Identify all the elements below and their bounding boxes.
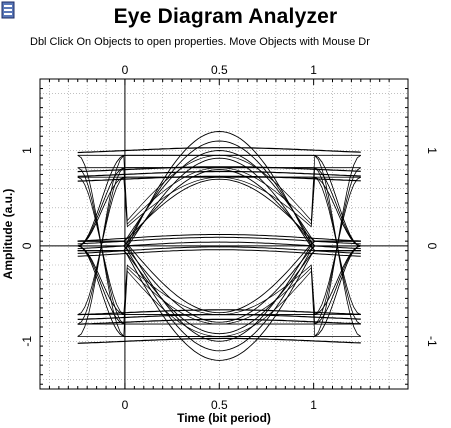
x-tick-label-bottom: 0 xyxy=(122,398,129,412)
x-tick-label-bottom: 0.5 xyxy=(211,398,228,412)
eye-trace xyxy=(77,318,361,325)
eye-trace xyxy=(77,250,361,361)
eye-trace xyxy=(77,150,361,242)
y-tick-label-left: -1 xyxy=(20,336,34,347)
eye-trace xyxy=(77,245,361,316)
eye-trace xyxy=(77,245,361,352)
document-icon xyxy=(1,1,15,19)
y-tick-label-right: -1 xyxy=(425,336,439,347)
eye-trace xyxy=(77,249,361,257)
eye-trace xyxy=(77,236,361,245)
x-axis-label: Time (bit period) xyxy=(177,411,271,425)
eye-trace xyxy=(77,167,361,247)
eye-trace xyxy=(77,245,361,325)
eye-trace xyxy=(77,240,361,342)
y-tick-label-right: 1 xyxy=(425,147,439,154)
trace-layer xyxy=(77,131,362,361)
eye-trace xyxy=(77,246,361,254)
window-title: Eye Diagram Analyzer xyxy=(113,5,338,28)
eye-trace xyxy=(77,234,361,242)
x-tick-label-bottom: 1 xyxy=(310,398,317,412)
tick-layer xyxy=(40,79,408,389)
eye-trace xyxy=(77,154,361,247)
label-layer: 0 0.5 1 0 0.5 1 1 0 -1 1 0 -1 xyxy=(20,63,439,412)
eye-trace xyxy=(77,178,361,242)
y-tick-label-right: 0 xyxy=(425,243,439,250)
x-tick-label-top: 0 xyxy=(122,63,129,77)
eye-trace xyxy=(77,245,361,337)
x-tick-label-top: 1 xyxy=(310,63,317,77)
eye-trace xyxy=(77,337,361,344)
eye-trace xyxy=(77,131,361,252)
y-tick-label-left: 1 xyxy=(20,147,34,154)
plot-border xyxy=(39,78,409,390)
eye-trace xyxy=(77,241,361,250)
y-tick-label-left: 0 xyxy=(20,242,34,249)
instructions-text: Dbl Click On Objects to open properties.… xyxy=(30,36,370,48)
x-tick-label-top: 0.5 xyxy=(211,63,228,77)
eye-trace xyxy=(77,166,361,173)
eye-trace xyxy=(77,140,361,247)
eye-trace xyxy=(77,176,361,247)
eye-trace xyxy=(77,147,361,154)
y-axis-label: Amplitude (a.u.) xyxy=(1,189,15,280)
